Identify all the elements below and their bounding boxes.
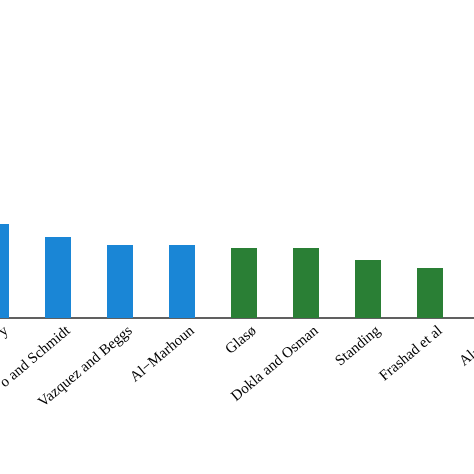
bar xyxy=(0,224,9,318)
x-tick-label: Frashad et al xyxy=(377,323,446,385)
x-tick-label: Standing xyxy=(332,322,384,369)
bar xyxy=(45,237,71,318)
x-tick-label: Al−Marhoun xyxy=(127,322,198,385)
x-tick-label: y xyxy=(0,322,12,339)
bar xyxy=(107,245,133,318)
bar xyxy=(293,248,319,318)
bar xyxy=(231,248,257,318)
x-tick-label: Al−Shan xyxy=(456,322,474,369)
bar xyxy=(169,245,195,318)
bar xyxy=(355,260,381,318)
bar xyxy=(417,268,443,318)
x-tick-label: Glasø xyxy=(222,323,259,358)
